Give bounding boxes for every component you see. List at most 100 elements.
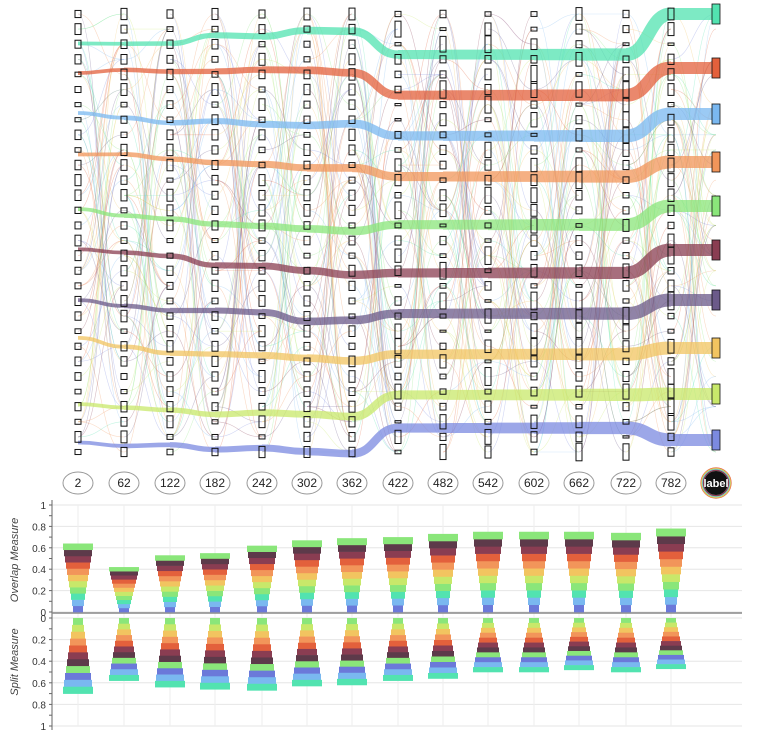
flow-node <box>74 342 82 350</box>
overlap-bar-segment <box>205 579 225 586</box>
flow-link <box>214 74 263 438</box>
layer-label-bubble[interactable] <box>108 471 140 495</box>
split-bar-segment <box>434 639 452 646</box>
layer-label-text: 662 <box>569 476 589 490</box>
overlap-bar-segment <box>163 596 177 602</box>
flow-band <box>351 27 399 59</box>
y-tick-label: 0.6 <box>32 544 46 555</box>
layer-label-bubble[interactable] <box>472 471 504 495</box>
overlap-bar-segment <box>115 591 133 596</box>
flow-link <box>123 240 171 392</box>
layer-label-242[interactable]: 242 <box>246 471 278 495</box>
layer-label-722[interactable]: 722 <box>610 471 642 495</box>
flow-link <box>670 74 717 136</box>
label-node <box>711 289 721 311</box>
layer-label-bubble[interactable] <box>336 471 368 495</box>
flow-link <box>442 149 489 332</box>
flow-link <box>397 164 444 211</box>
flow-node <box>575 40 583 49</box>
layer-label-bubble[interactable] <box>563 471 595 495</box>
layer-label-662[interactable]: 662 <box>563 471 595 495</box>
split-bar-segment <box>387 652 409 659</box>
flow-node <box>303 311 311 322</box>
flow-node <box>622 25 630 34</box>
flow-link <box>625 74 672 317</box>
layer-label-302[interactable]: 302 <box>291 471 323 495</box>
flow-node <box>439 261 447 280</box>
overlap-bar-segment <box>116 595 132 601</box>
flow-node <box>530 234 538 247</box>
flow-node <box>575 371 583 382</box>
flow-link <box>77 240 125 332</box>
layer-label-bubble[interactable] <box>154 471 186 495</box>
flow-node <box>667 101 675 108</box>
split-bar-segment <box>615 647 637 653</box>
split-bar-segment <box>527 627 541 634</box>
split-bar-segment <box>206 643 224 651</box>
flow-link <box>169 345 216 392</box>
layer-label-bubble[interactable] <box>246 471 278 495</box>
overlap-bar-segment <box>483 604 493 613</box>
layer-label-122[interactable]: 122 <box>154 471 186 495</box>
flow-link <box>442 119 489 166</box>
layer-label-bubble[interactable] <box>291 471 323 495</box>
split-bar-segment <box>433 645 453 652</box>
layer-label-542[interactable]: 542 <box>472 471 504 495</box>
layer-label-bubble[interactable] <box>382 471 414 495</box>
flow-link <box>442 194 489 377</box>
layer-label-text: 122 <box>160 476 180 490</box>
overlap-bar-segment <box>438 604 448 613</box>
layer-label-2[interactable]: 2 <box>62 471 94 495</box>
layer-label-bubble[interactable] <box>655 471 687 495</box>
flow-node <box>667 221 675 230</box>
layer-label-bubble[interactable] <box>427 471 459 495</box>
flow-node <box>74 147 82 153</box>
split-bar-segment <box>73 618 83 626</box>
layer-label-482[interactable]: 482 <box>427 471 459 495</box>
flow-node <box>394 10 402 18</box>
layer-label-62[interactable]: 62 <box>108 471 140 495</box>
split-bar-segment <box>256 624 268 632</box>
layer-label-422[interactable]: 422 <box>382 471 414 495</box>
layer-label-bubble[interactable] <box>62 471 94 495</box>
layer-label-bubble[interactable] <box>199 471 231 495</box>
layer-label-182[interactable]: 182 <box>199 471 231 495</box>
split-bar-segment <box>201 676 229 684</box>
split-bar-segment <box>247 683 277 691</box>
flow-link <box>670 119 717 317</box>
split-bar-segment <box>526 632 542 638</box>
flow-node <box>211 71 219 78</box>
flow-link <box>214 74 263 136</box>
split-bar-segment <box>117 629 131 636</box>
flow-node <box>622 252 630 260</box>
flow-link <box>670 13 717 438</box>
flow-node <box>439 329 447 333</box>
layer-label-602[interactable]: 602 <box>518 471 550 495</box>
label-badge[interactable]: label <box>700 467 732 499</box>
flow-link <box>123 104 171 181</box>
flow-node <box>439 373 447 380</box>
layer-label-bubble[interactable] <box>610 471 642 495</box>
layer-label-362[interactable]: 362 <box>336 471 368 495</box>
split-bar-segment <box>386 657 410 664</box>
split-bar-segment <box>204 656 226 664</box>
flow-link <box>397 149 444 423</box>
overlap-bar-segment <box>207 590 223 597</box>
flow-link <box>169 89 216 136</box>
layer-label-782[interactable]: 782 <box>655 471 687 495</box>
flow-node <box>211 174 219 186</box>
flow-link <box>77 149 125 407</box>
flow-node <box>211 311 219 321</box>
flow-link <box>306 330 353 377</box>
split-bar-segment <box>614 652 638 658</box>
flow-node <box>120 446 128 458</box>
flow-link <box>487 134 535 453</box>
flow-node <box>439 283 447 289</box>
flow-link <box>306 149 353 256</box>
overlap-bar-segment <box>570 575 588 584</box>
flow-node <box>74 23 82 36</box>
flow-node <box>258 204 266 217</box>
layer-label-bubble[interactable] <box>518 471 550 495</box>
flow-node <box>166 85 174 94</box>
flow-link <box>397 74 444 151</box>
